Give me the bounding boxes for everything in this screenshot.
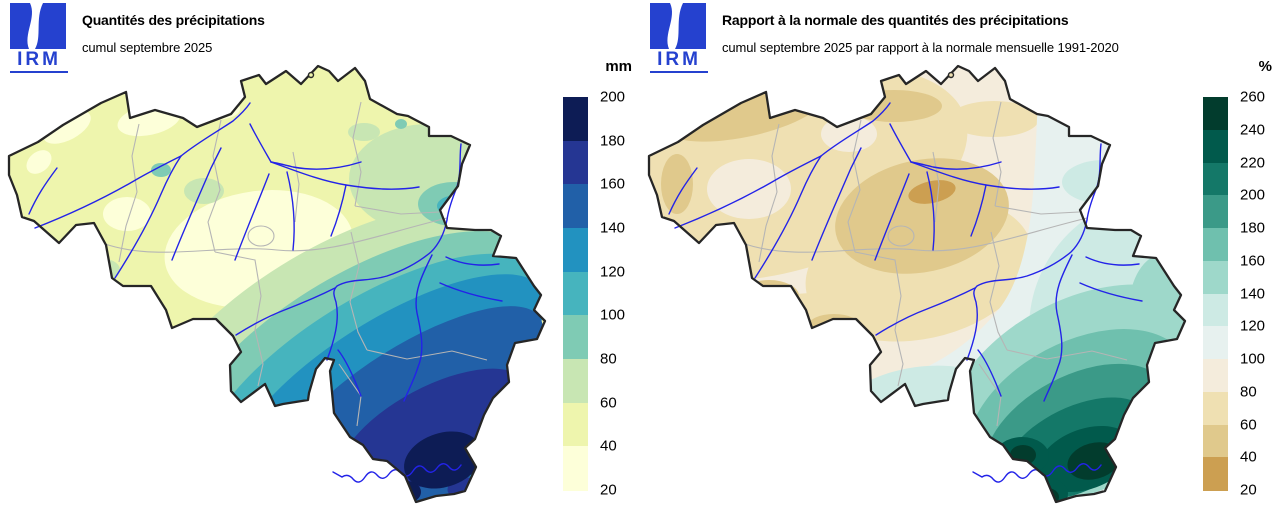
legend-color-block — [1203, 129, 1228, 164]
legend-tick-label: 140 — [600, 219, 626, 237]
legend-color-block — [1203, 293, 1228, 327]
legend-color-block — [1203, 359, 1228, 393]
precipitation-contours — [9, 66, 545, 502]
legend-tick-label: 120 — [1240, 317, 1266, 335]
legend-color-block — [1203, 162, 1228, 196]
baarle-enclave — [307, 71, 315, 79]
irm-logo-text: IRM — [650, 50, 708, 73]
right-map-subtitle: cumul septembre 2025 par rapport à la no… — [722, 40, 1119, 55]
legend-unit-mm: mm — [605, 58, 632, 75]
baarle-enclave — [947, 71, 955, 79]
legend-tick-label: 80 — [600, 350, 617, 368]
right-map-title: Rapport à la normale des quantités des p… — [722, 12, 1069, 28]
legend-ratio-percent: 260 240 220 200 180 160 140 120 100 80 60 40 20 — [1203, 89, 1265, 499]
ratio-map — [584, 64, 1280, 507]
legend-color-block — [563, 140, 588, 185]
irm-logo: IRM — [10, 3, 68, 73]
legend-color-block — [563, 402, 588, 447]
legend-color-block — [1203, 97, 1228, 131]
precipitation-map — [4, 64, 597, 507]
legend-color-block — [563, 315, 588, 360]
legend-unit-percent: % — [1258, 58, 1272, 75]
legend-color-block — [1203, 260, 1228, 295]
legend-tick-label: 40 — [1240, 448, 1257, 466]
legend-color-block — [1203, 195, 1228, 229]
legend-tick-label: 100 — [1240, 350, 1266, 368]
irm-logo-text: IRM — [10, 50, 68, 73]
left-map-title: Quantités des précipitations — [82, 12, 265, 28]
legend-tick-label: 160 — [1240, 252, 1266, 270]
irm-logo-mark — [10, 3, 66, 49]
legend-tick-label: 100 — [600, 306, 626, 324]
legend-tick-label: 120 — [600, 263, 626, 281]
left-map-subtitle: cumul septembre 2025 — [82, 40, 213, 55]
legend-color-block — [563, 446, 588, 491]
legend-color-block — [1203, 391, 1228, 426]
irm-logo-mark — [650, 3, 706, 49]
legend-color-block — [1203, 424, 1228, 458]
legend-tick-label: 220 — [1240, 154, 1266, 171]
legend-tick-label: 20 — [1240, 481, 1257, 499]
legend-tick-label: 180 — [1240, 219, 1266, 237]
legend-tick-label: 260 — [1240, 88, 1266, 106]
legend-tick-label: 60 — [1240, 416, 1257, 433]
legend-tick-label: 40 — [600, 437, 617, 455]
legend-tick-label: 140 — [1240, 285, 1266, 302]
legend-tick-label: 200 — [1240, 186, 1266, 204]
legend-color-block — [563, 359, 588, 404]
legend-color-block — [1203, 228, 1228, 262]
legend-precipitation-mm: 200 180 160 140 120 100 80 60 40 20 — [563, 89, 625, 499]
legend-tick-label: 20 — [600, 481, 617, 499]
legend-tick-label: 80 — [1240, 383, 1257, 401]
legend-color-block — [563, 271, 588, 316]
belgium-maps-canvas — [0, 64, 1280, 507]
legend-tick-label: 60 — [600, 394, 617, 412]
legend-tick-label: 160 — [600, 175, 626, 193]
legend-tick-label: 180 — [600, 132, 626, 150]
legend-tick-label: 200 — [600, 88, 626, 106]
legend-color-block — [563, 228, 588, 273]
legend-color-block — [563, 184, 588, 229]
irm-logo: IRM — [650, 3, 708, 73]
legend-color-block — [563, 97, 588, 142]
legend-color-block — [1203, 457, 1228, 491]
legend-tick-label: 240 — [1240, 121, 1266, 139]
legend-color-block — [1203, 326, 1228, 360]
ratio-contours — [649, 66, 1185, 502]
